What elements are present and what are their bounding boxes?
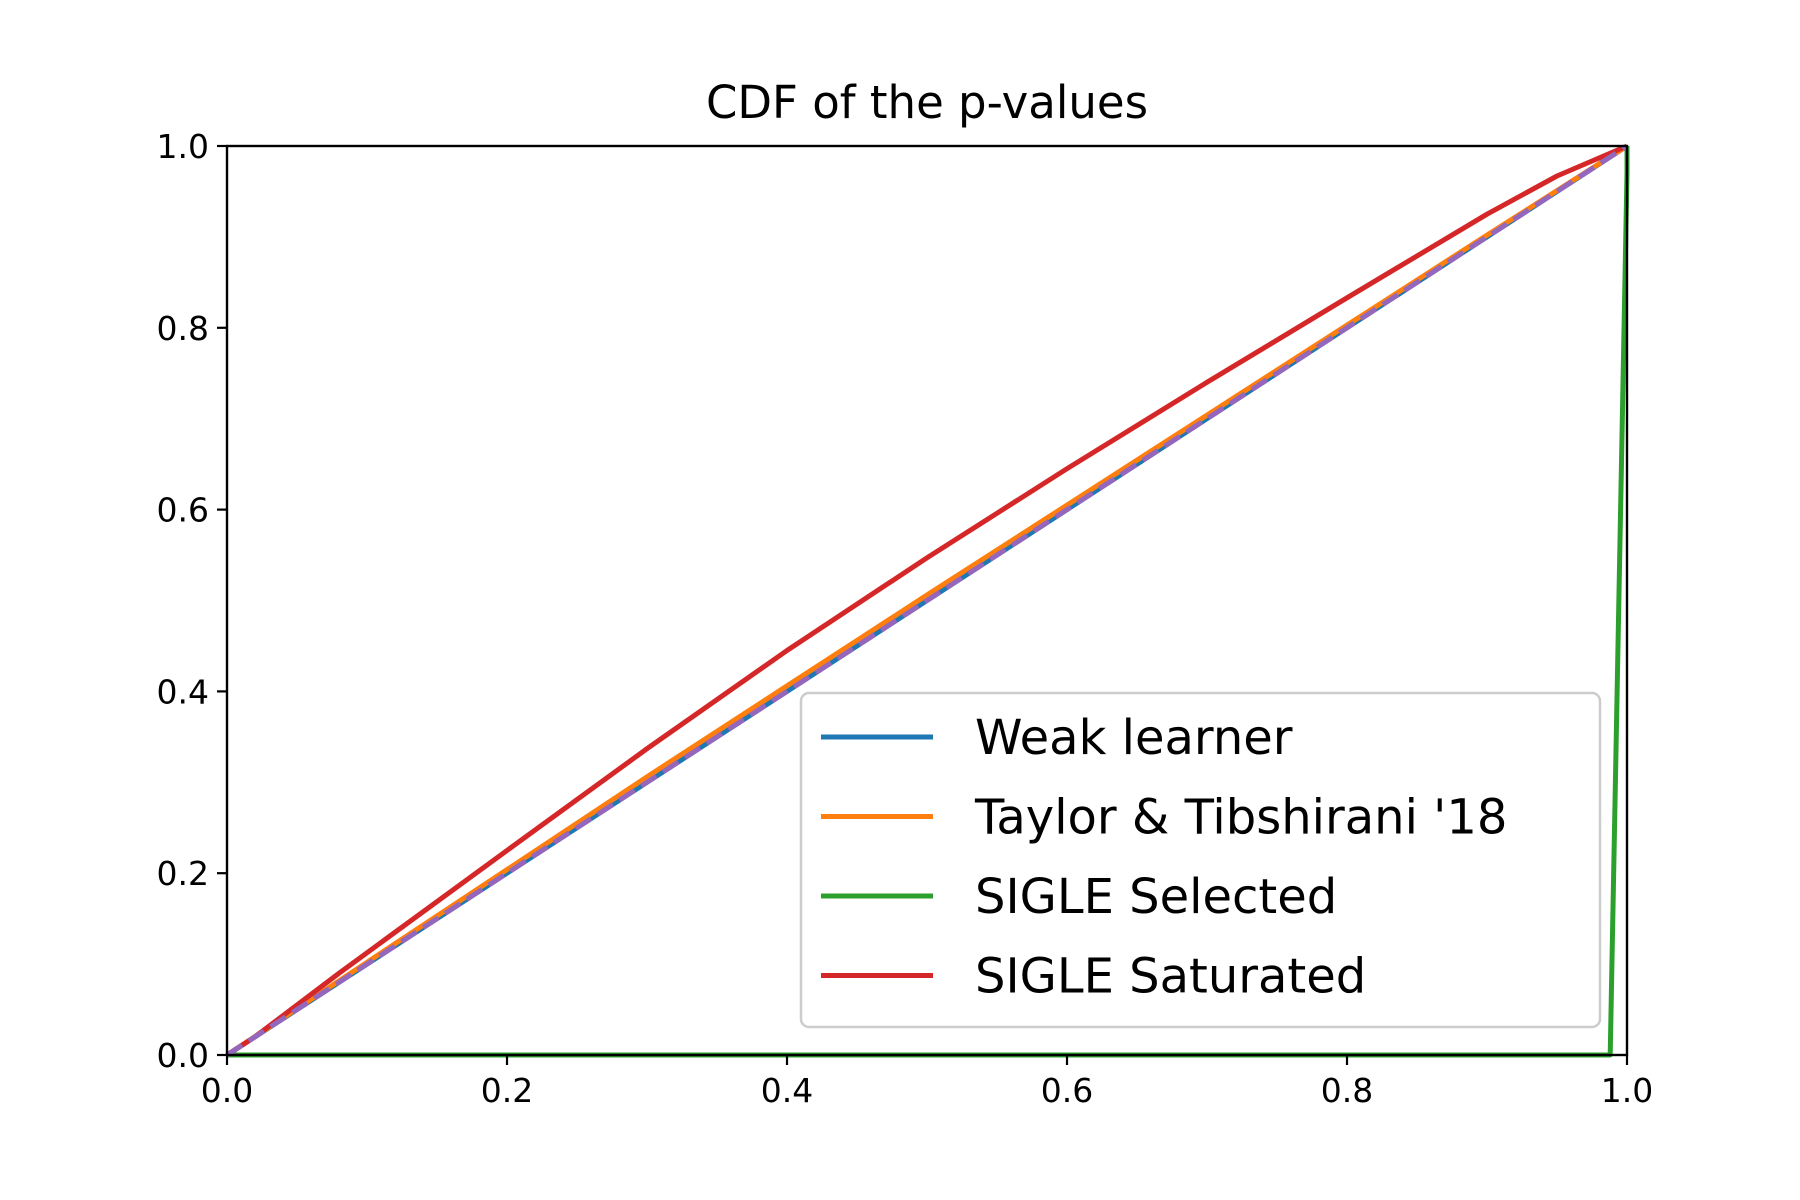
- y-tick-label: 0.6: [157, 491, 209, 530]
- x-axis: 0.0 0.2 0.4 0.6 0.8 1.0: [201, 1055, 1653, 1110]
- x-tick-label: 0.0: [201, 1071, 253, 1110]
- legend: Weak learner Taylor & Tibshirani '18 SIGLE…: [799, 691, 1602, 1029]
- x-tick-label: 1.0: [1601, 1071, 1653, 1110]
- x-tick-label: 0.8: [1321, 1071, 1373, 1110]
- legend-label: Weak learner: [975, 710, 1293, 766]
- x-tick-label: 0.6: [1041, 1071, 1093, 1110]
- chart-title: CDF of the p-values: [706, 76, 1148, 129]
- plot-area: [225, 143, 1630, 1058]
- x-tick-label: 0.2: [481, 1071, 533, 1110]
- legend-label: Taylor & Tibshirani '18: [974, 790, 1507, 846]
- x-tick-label: 0.4: [761, 1071, 813, 1110]
- y-axis: 0.0 0.2 0.4 0.6 0.8 1.0: [157, 127, 227, 1075]
- y-tick-label: 0.8: [157, 309, 209, 348]
- legend-label: SIGLE Saturated: [975, 949, 1366, 1005]
- legend-box: [799, 691, 1602, 1029]
- y-tick-label: 0.0: [157, 1036, 209, 1075]
- y-tick-label: 0.2: [157, 854, 209, 893]
- axes-frame: [225, 144, 1629, 1057]
- legend-label: SIGLE Selected: [975, 869, 1337, 925]
- series-line-3: [225, 143, 1628, 1058]
- y-tick-label: 0.4: [157, 672, 209, 711]
- y-tick-label: 1.0: [157, 127, 209, 166]
- series-line-4: [225, 143, 1629, 1058]
